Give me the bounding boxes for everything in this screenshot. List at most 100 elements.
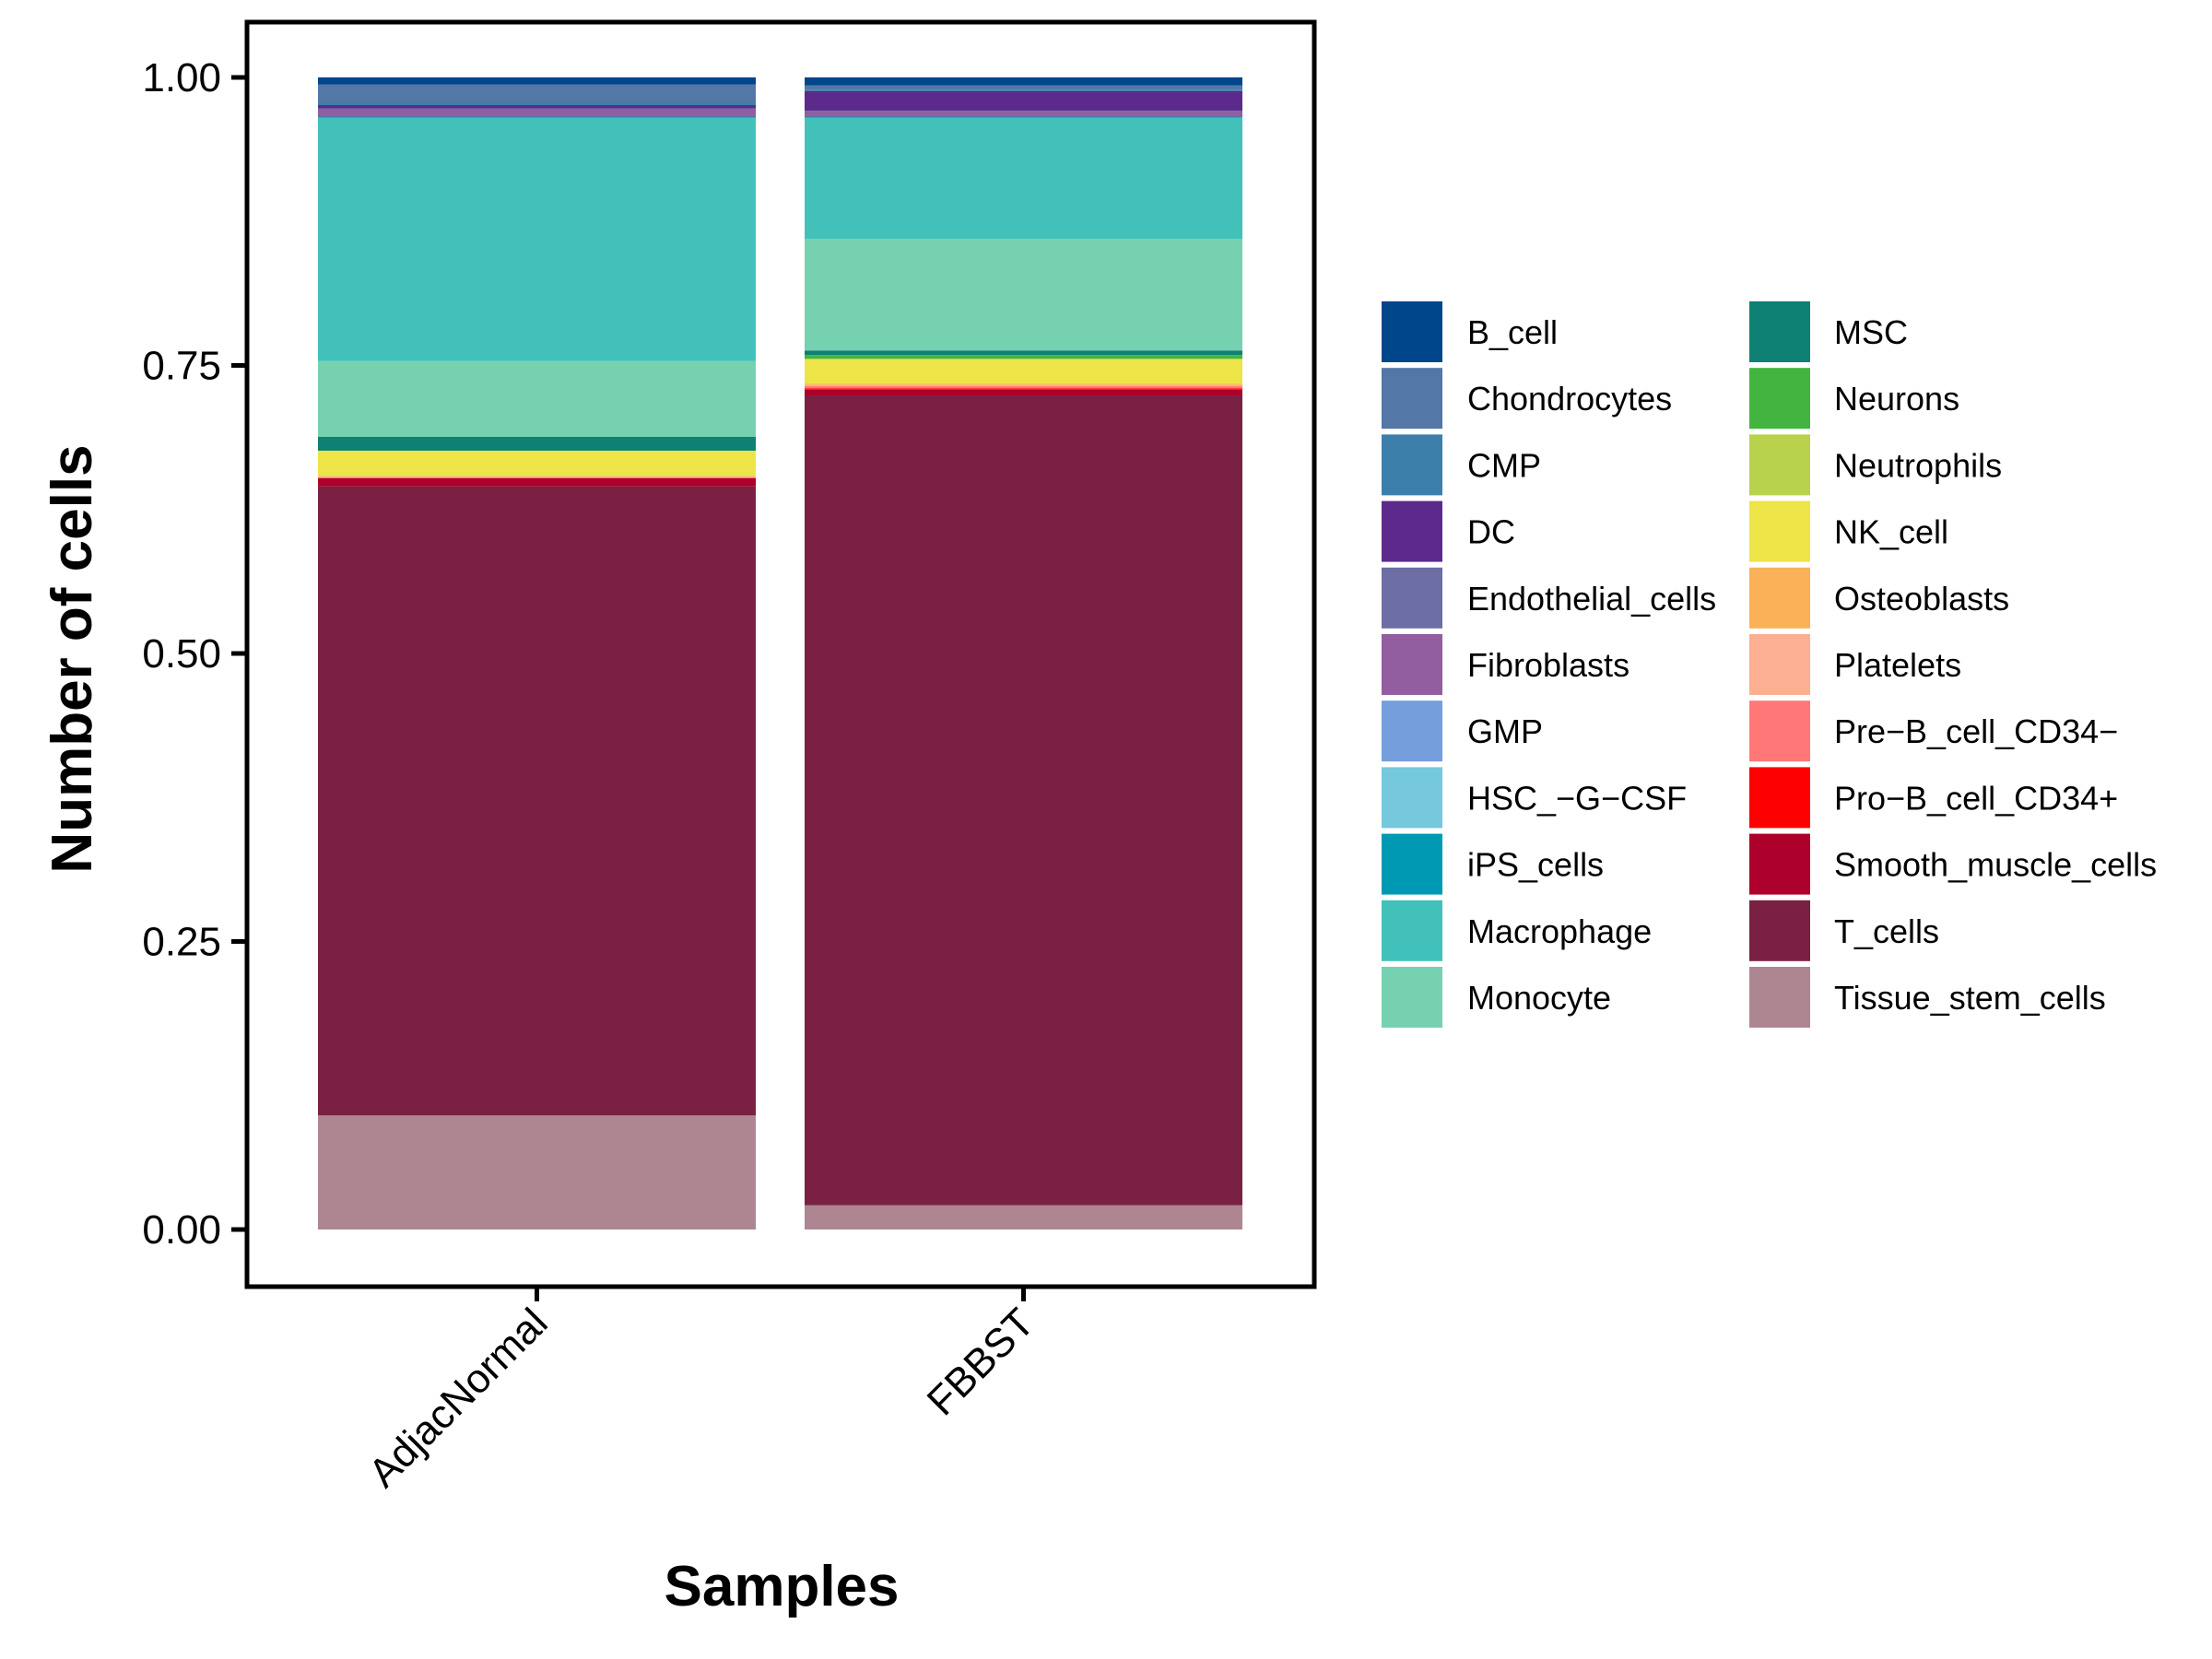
bar-segment-Endothelial_cells (805, 111, 1242, 112)
legend-item: Fibroblasts (1382, 634, 1630, 695)
bar-segment-MSC (805, 350, 1242, 356)
legend-key (1382, 500, 1442, 562)
legend-key (1749, 833, 1810, 895)
bar-segment-DC (318, 105, 756, 109)
legend-label: B_cell (1467, 313, 1558, 351)
bar-segment-Neurons (805, 355, 1242, 359)
bar-FBBST (805, 77, 1242, 1230)
legend-item: B_cell (1382, 301, 1558, 362)
legend-key (1382, 833, 1442, 895)
legend-label: Endothelial_cells (1467, 580, 1716, 618)
x-tick-label: FBBST (919, 1300, 1043, 1424)
bar-segment-Macrophage (805, 117, 1242, 239)
bar-segment-iPS_cells (805, 116, 1242, 118)
legend-label: Smooth_muscle_cells (1834, 846, 2157, 884)
bar-segment-T_cells (318, 486, 756, 1116)
legend-item: Monocyte (1382, 967, 1611, 1028)
legend-label: Neurons (1834, 380, 1959, 418)
bar-segment-DC (805, 91, 1242, 112)
x-axis: AdjacNormal FBBST (360, 1287, 1043, 1496)
legend-key (1749, 700, 1810, 762)
bar-segment-B_cell (805, 77, 1242, 86)
bar-segment-T_cells (805, 395, 1242, 1206)
y-tick-label: 0.00 (142, 1207, 221, 1253)
legend-item: MSC (1749, 301, 1908, 362)
legend-label: DC (1467, 513, 1515, 551)
legend-label: Fibroblasts (1467, 646, 1630, 684)
legend-key (1382, 634, 1442, 695)
legend-key (1749, 900, 1810, 961)
legend-label: Tissue_stem_cells (1834, 979, 2106, 1017)
y-axis: 0.00 0.25 0.50 0.75 1.00 (142, 55, 247, 1253)
legend-item: DC (1382, 500, 1515, 562)
legend-label: Platelets (1834, 646, 1961, 684)
legend-key (1382, 767, 1442, 829)
legend-key (1382, 301, 1442, 362)
bar-segment-Chondrocytes (318, 84, 756, 103)
legend-item: Chondrocytes (1382, 368, 1672, 429)
legend-key (1749, 500, 1810, 562)
y-tick-label: 0.50 (142, 631, 221, 677)
bar-segment-Endothelial_cells (318, 108, 756, 110)
legend-key (1382, 567, 1442, 629)
bar-segment-Osteoblasts (805, 383, 1242, 385)
legend-label: iPS_cells (1467, 846, 1604, 884)
bar-segment-Fibroblasts (805, 112, 1242, 117)
legend-label: NK_cell (1834, 513, 1948, 551)
bar-segment-CMP (318, 102, 756, 105)
bar-segment-Tissue_stem_cells (805, 1205, 1242, 1230)
legend-item: Pro−B_cell_CD34+ (1749, 767, 2118, 829)
legend-key (1749, 368, 1810, 429)
bar-segment-Smooth_muscle_cells (805, 389, 1242, 395)
x-tick-label: AdjacNormal (360, 1300, 557, 1496)
legend-item: CMP (1382, 434, 1541, 496)
legend-label: Monocyte (1467, 979, 1611, 1017)
bar-segment-MSC (318, 437, 756, 451)
legend-key (1382, 434, 1442, 496)
legend-label: T_cells (1834, 912, 1939, 950)
legend-item: Tissue_stem_cells (1749, 967, 2106, 1028)
legend-item: Endothelial_cells (1382, 567, 1716, 629)
bar-segment-Macrophage (318, 117, 756, 361)
bar-segment-Smooth_muscle_cells (318, 478, 756, 487)
bar-segment-Chondrocytes (805, 85, 1242, 90)
y-tick-label: 1.00 (142, 55, 221, 100)
bar-segment-B_cell (318, 77, 756, 85)
x-axis-title: Samples (664, 1555, 899, 1618)
legend-item: iPS_cells (1382, 833, 1604, 895)
legend-key (1749, 434, 1810, 496)
bar-segment-CMP (805, 89, 1242, 91)
bar-segment-Pre−B_cell_CD34− (805, 386, 1242, 389)
legend-item: Neurons (1749, 368, 1959, 429)
legend-item: T_cells (1749, 900, 1939, 961)
legend-item: Platelets (1749, 634, 1961, 695)
legend-label: Chondrocytes (1467, 380, 1672, 418)
bar-segment-Pre−B_cell_CD34− (318, 477, 756, 478)
legend-label: Macrophage (1467, 912, 1652, 950)
bar-segment-iPS_cells (318, 116, 756, 118)
legend-key (1749, 301, 1810, 362)
legend-key (1749, 767, 1810, 829)
legend-label: MSC (1834, 313, 1908, 351)
bar-segment-Monocyte (318, 360, 756, 437)
legend-label: CMP (1467, 446, 1541, 484)
y-axis-title: Number of cells (41, 444, 104, 873)
legend-item: HSC_−G−CSF (1382, 767, 1687, 829)
legend-key (1382, 967, 1442, 1028)
bar-segment-Pro−B_cell_CD34+ (805, 388, 1242, 390)
bar-segment-Monocyte (805, 239, 1242, 351)
legend-key (1382, 700, 1442, 762)
legend-key (1382, 368, 1442, 429)
bar-segment-NK_cell (318, 451, 756, 477)
bar-segment-Platelets (805, 384, 1242, 386)
legend-label: Pre−B_cell_CD34− (1834, 712, 2118, 750)
bar-segment-Fibroblasts (318, 110, 756, 117)
y-tick-label: 0.75 (142, 344, 221, 389)
legend-label: Pro−B_cell_CD34+ (1834, 779, 2118, 817)
legend-label: HSC_−G−CSF (1467, 779, 1687, 817)
bar-segment-NK_cell (805, 359, 1242, 384)
legend-key (1749, 634, 1810, 695)
legend-item: Osteoblasts (1749, 567, 2009, 629)
bar-segment-Tissue_stem_cells (318, 1115, 756, 1230)
y-tick-label: 0.25 (142, 920, 221, 965)
